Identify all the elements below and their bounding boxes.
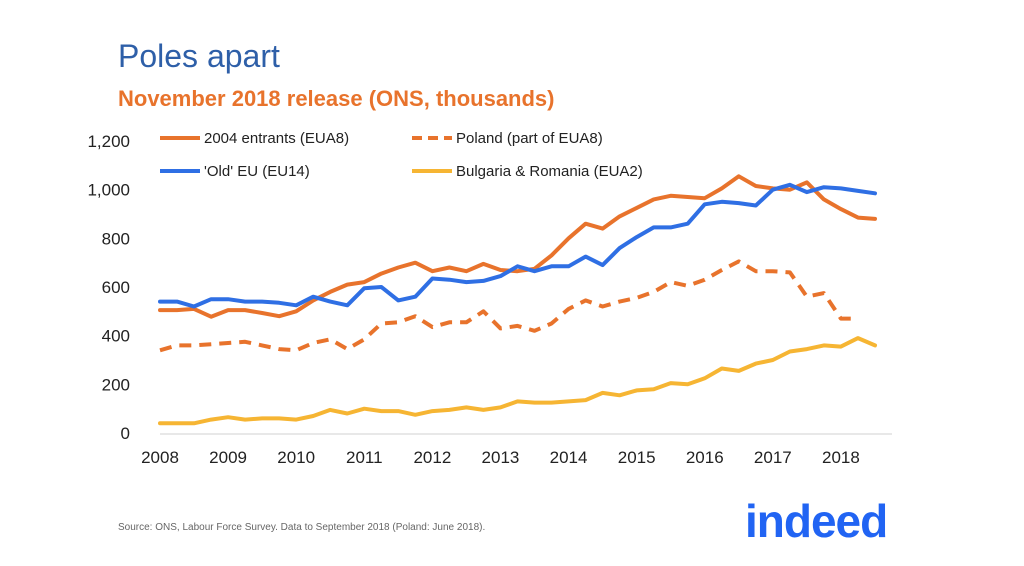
x-tick-label: 2016 — [686, 448, 724, 467]
x-tick-label: 2012 — [413, 448, 451, 467]
chart-title: Poles apart — [118, 38, 280, 74]
legend-label-0: 2004 entrants (EUA8) — [204, 130, 349, 147]
series-line-1 — [159, 259, 858, 353]
x-tick-label: 2011 — [346, 448, 383, 467]
legend-label-2: 'Old' EU (EU14) — [204, 163, 310, 180]
legend-label-3: Bulgaria & Romania (EUA2) — [456, 163, 643, 180]
x-tick-label: 2015 — [618, 448, 656, 467]
series-line-2 — [158, 182, 877, 309]
indeed-logo: indeed — [745, 495, 888, 547]
chart-subtitle: November 2018 release (ONS, thousands) — [118, 86, 555, 111]
legend-label-1: Poland (part of EUA8) — [456, 130, 603, 147]
source-note: Source: ONS, Labour Force Survey. Data t… — [118, 522, 486, 533]
y-tick-label: 1,200 — [87, 132, 130, 151]
y-tick-label: 400 — [102, 327, 130, 346]
x-tick-label: 2008 — [141, 448, 179, 467]
x-tick-label: 2018 — [822, 448, 860, 467]
y-tick-label: 1,000 — [87, 181, 130, 200]
series-line-3 — [158, 336, 877, 426]
x-tick-label: 2013 — [482, 448, 520, 467]
series-line-0 — [158, 174, 877, 319]
x-tick-label: 2014 — [550, 448, 588, 467]
x-tick-label: 2017 — [754, 448, 792, 467]
y-tick-label: 0 — [121, 424, 130, 443]
y-tick-label: 800 — [102, 229, 130, 248]
x-tick-label: 2009 — [209, 448, 247, 467]
y-tick-label: 600 — [102, 278, 130, 297]
x-tick-label: 2010 — [277, 448, 315, 467]
y-tick-label: 200 — [102, 375, 130, 394]
